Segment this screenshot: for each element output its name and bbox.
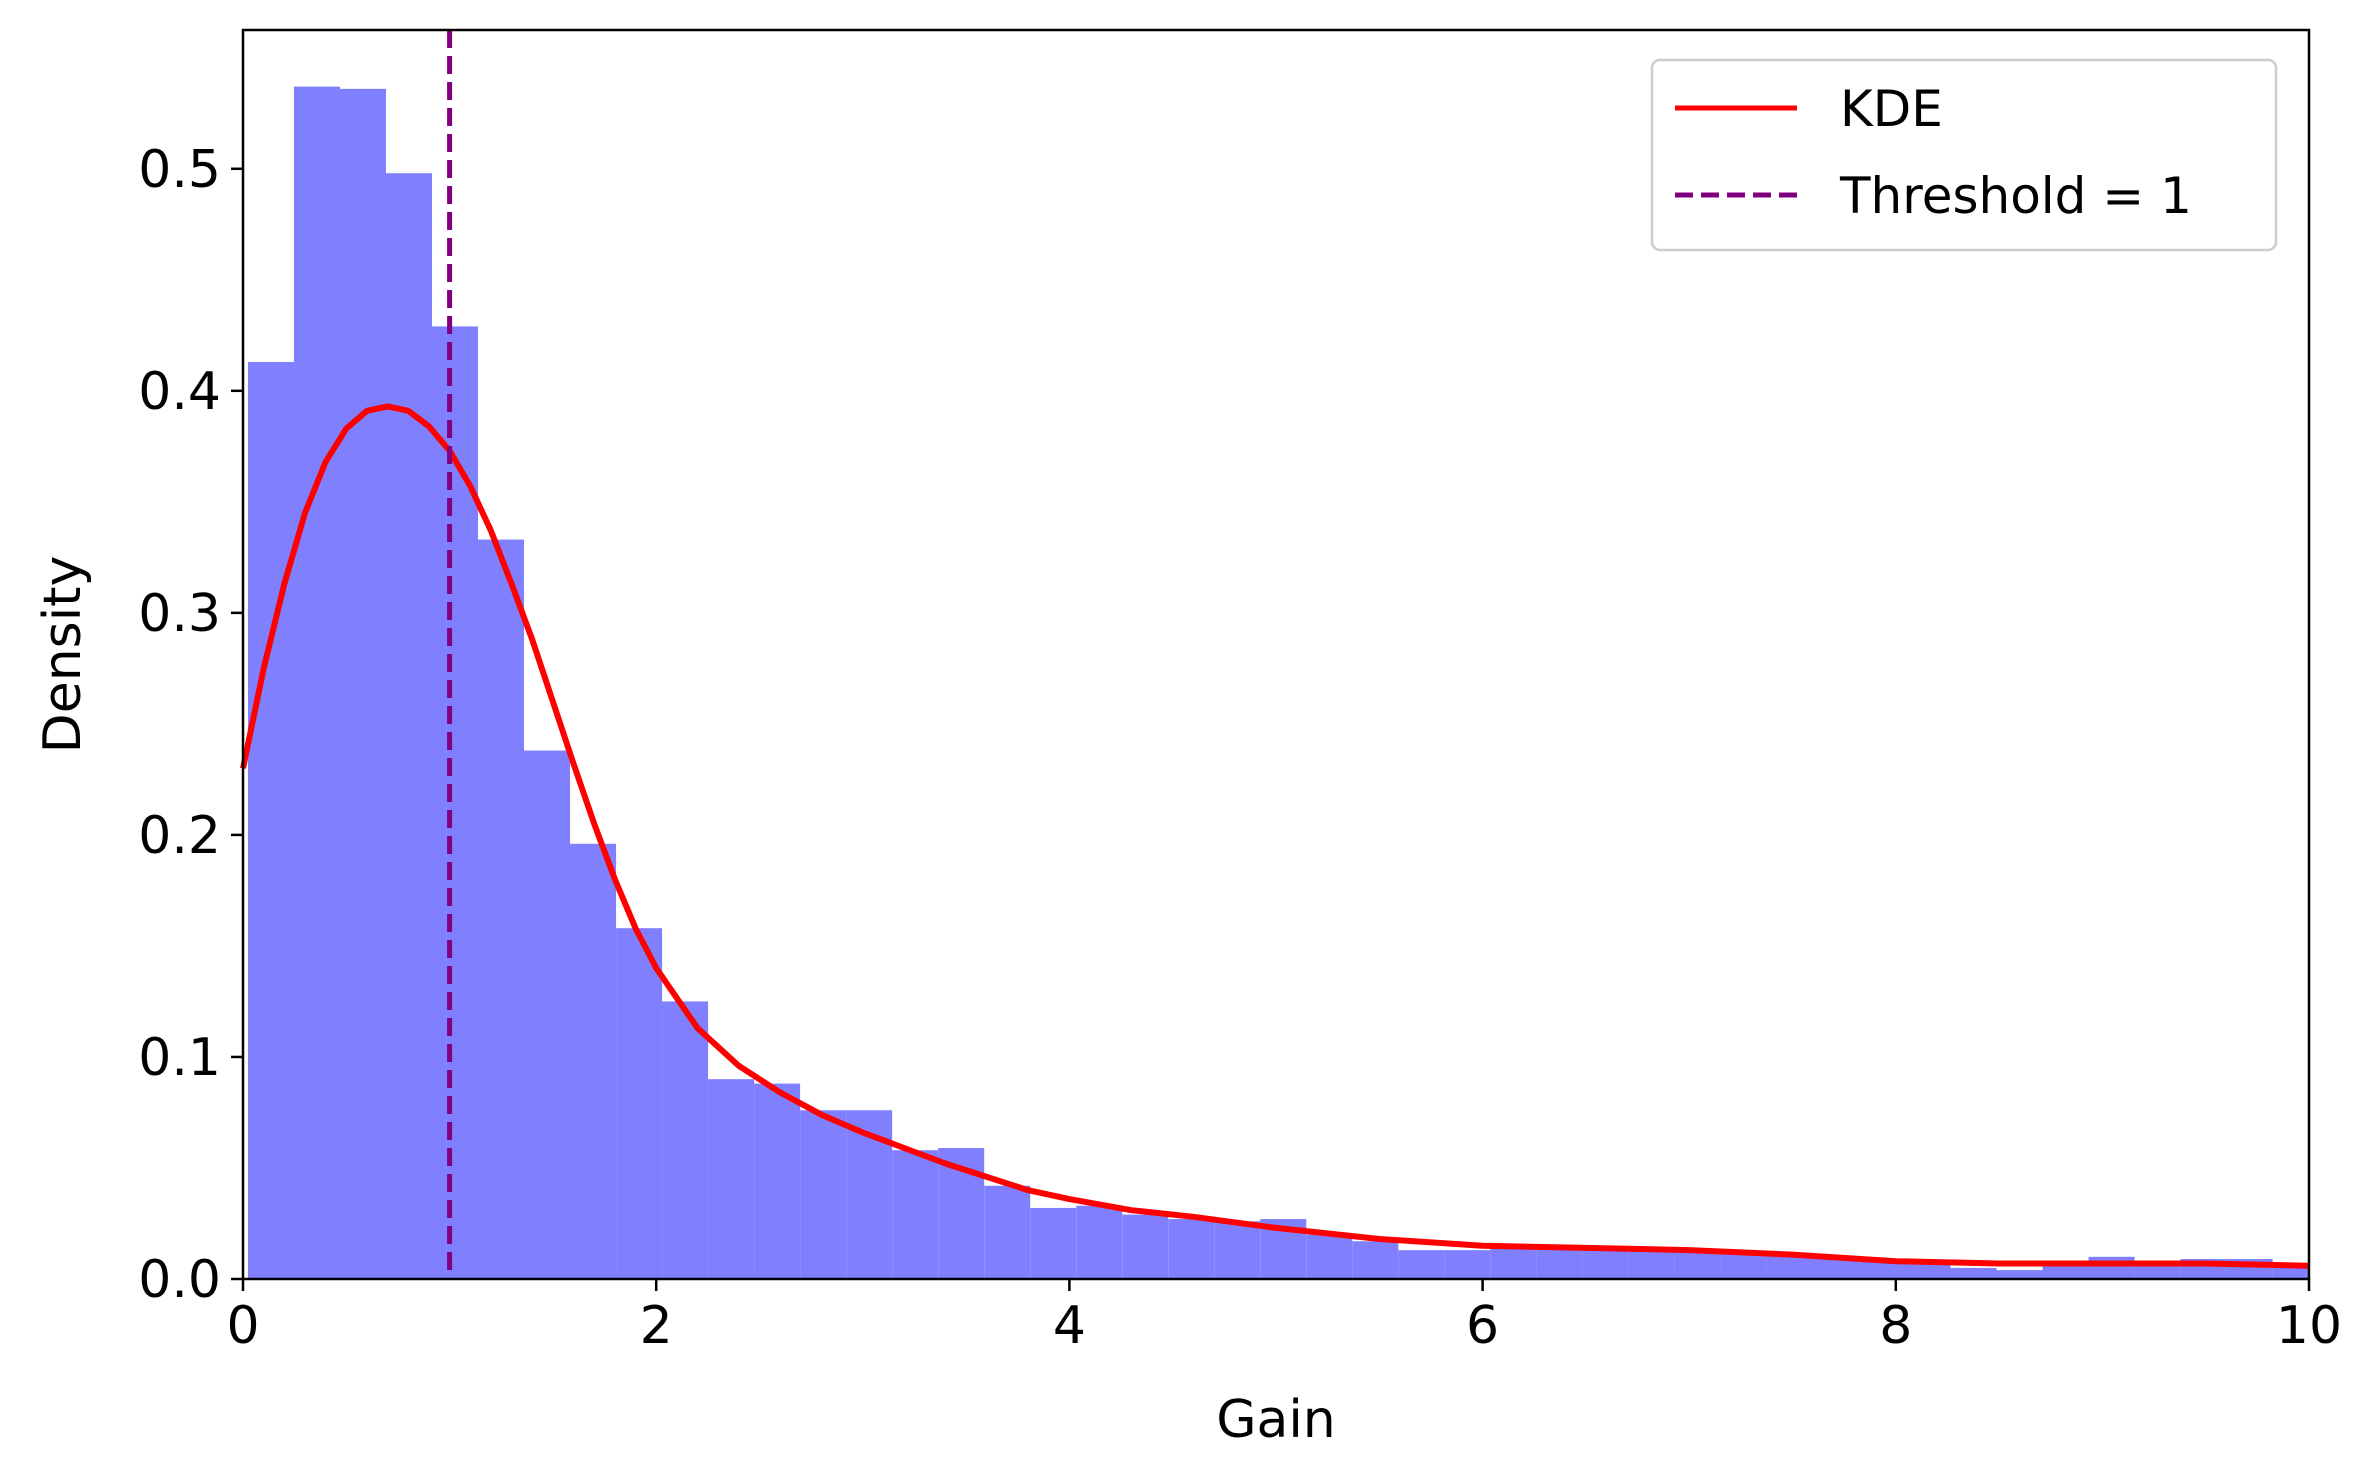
x-tick-label: 10	[2276, 1296, 2342, 1356]
x-tick-label: 8	[1879, 1296, 1912, 1356]
legend-kde-label: KDE	[1840, 80, 1943, 138]
histogram-bar	[616, 928, 663, 1279]
histogram-bar	[662, 1001, 709, 1279]
histogram-bar	[1996, 1270, 2043, 1279]
histogram-bar	[570, 843, 617, 1279]
histogram-bar	[247, 361, 294, 1280]
y-axis-label: Density	[33, 556, 93, 754]
histogram-bar	[1720, 1252, 1767, 1279]
histogram-bars	[247, 86, 2309, 1280]
histogram-bar	[1122, 1214, 1169, 1279]
x-tick-label: 4	[1053, 1296, 1086, 1356]
y-tick-label: 0.4	[138, 362, 221, 422]
histogram-bar	[1904, 1263, 1951, 1279]
histogram-bar	[1950, 1267, 1997, 1279]
legend-box	[1650, 58, 2278, 252]
y-axis-ticks: 0.0 0.1 0.2 0.3 0.4 0.5	[138, 140, 243, 1310]
histogram-bar	[339, 88, 386, 1279]
x-tick-label: 0	[226, 1296, 259, 1356]
histogram-bar	[1168, 1219, 1215, 1279]
y-tick-label: 0.2	[138, 806, 221, 866]
histogram-bar	[1628, 1247, 1675, 1279]
histogram-bar	[892, 1150, 939, 1279]
plot-frame	[241, 28, 2311, 1281]
plot-lines	[240, 30, 2310, 1279]
histogram-bar	[1536, 1245, 1583, 1279]
histogram-bar	[2134, 1265, 2181, 1279]
histogram-bar	[293, 86, 340, 1279]
kde-line	[240, 403, 2310, 1269]
y-tick-label: 0.1	[138, 1028, 221, 1088]
histogram-bar	[1444, 1250, 1491, 1279]
y-tick-label: 0.3	[138, 584, 221, 644]
histogram-bar	[1674, 1252, 1721, 1279]
histogram-bar	[1858, 1261, 1905, 1279]
histogram-bar	[1766, 1254, 1813, 1279]
histogram-bar	[708, 1079, 755, 1279]
histogram-bar	[431, 326, 479, 1279]
legend-threshold-label: Threshold = 1	[1839, 167, 2192, 225]
histogram-bar	[1030, 1207, 1077, 1279]
x-axis-label: Gain	[1216, 1390, 1336, 1450]
x-axis-ticks: 0 2 4 6 8 10	[226, 1279, 2342, 1356]
histogram-bar	[984, 1185, 1031, 1279]
histogram-bar	[1812, 1259, 1859, 1279]
histogram-bar	[2272, 1267, 2309, 1279]
histogram-bar	[524, 750, 571, 1279]
histogram-bar	[1582, 1250, 1629, 1279]
histogram-bar	[800, 1110, 847, 1279]
histogram-bar	[1490, 1247, 1537, 1279]
histogram-bar	[1076, 1205, 1123, 1279]
histogram-bar	[1352, 1241, 1399, 1279]
legend: KDE Threshold = 1	[1650, 58, 2278, 252]
histogram-bar	[2042, 1263, 2089, 1279]
histogram-bar	[2088, 1256, 2135, 1279]
histogram-bar	[385, 173, 432, 1280]
histogram-bar	[478, 539, 525, 1279]
x-tick-label: 6	[1466, 1296, 1499, 1356]
y-tick-label: 0.0	[138, 1250, 221, 1310]
histogram-bar	[1214, 1221, 1261, 1279]
histogram-bar	[1306, 1234, 1353, 1279]
x-tick-label: 2	[640, 1296, 673, 1356]
y-tick-label: 0.5	[138, 140, 221, 200]
histogram-bar	[754, 1083, 801, 1279]
histogram-bar	[1398, 1250, 1445, 1279]
